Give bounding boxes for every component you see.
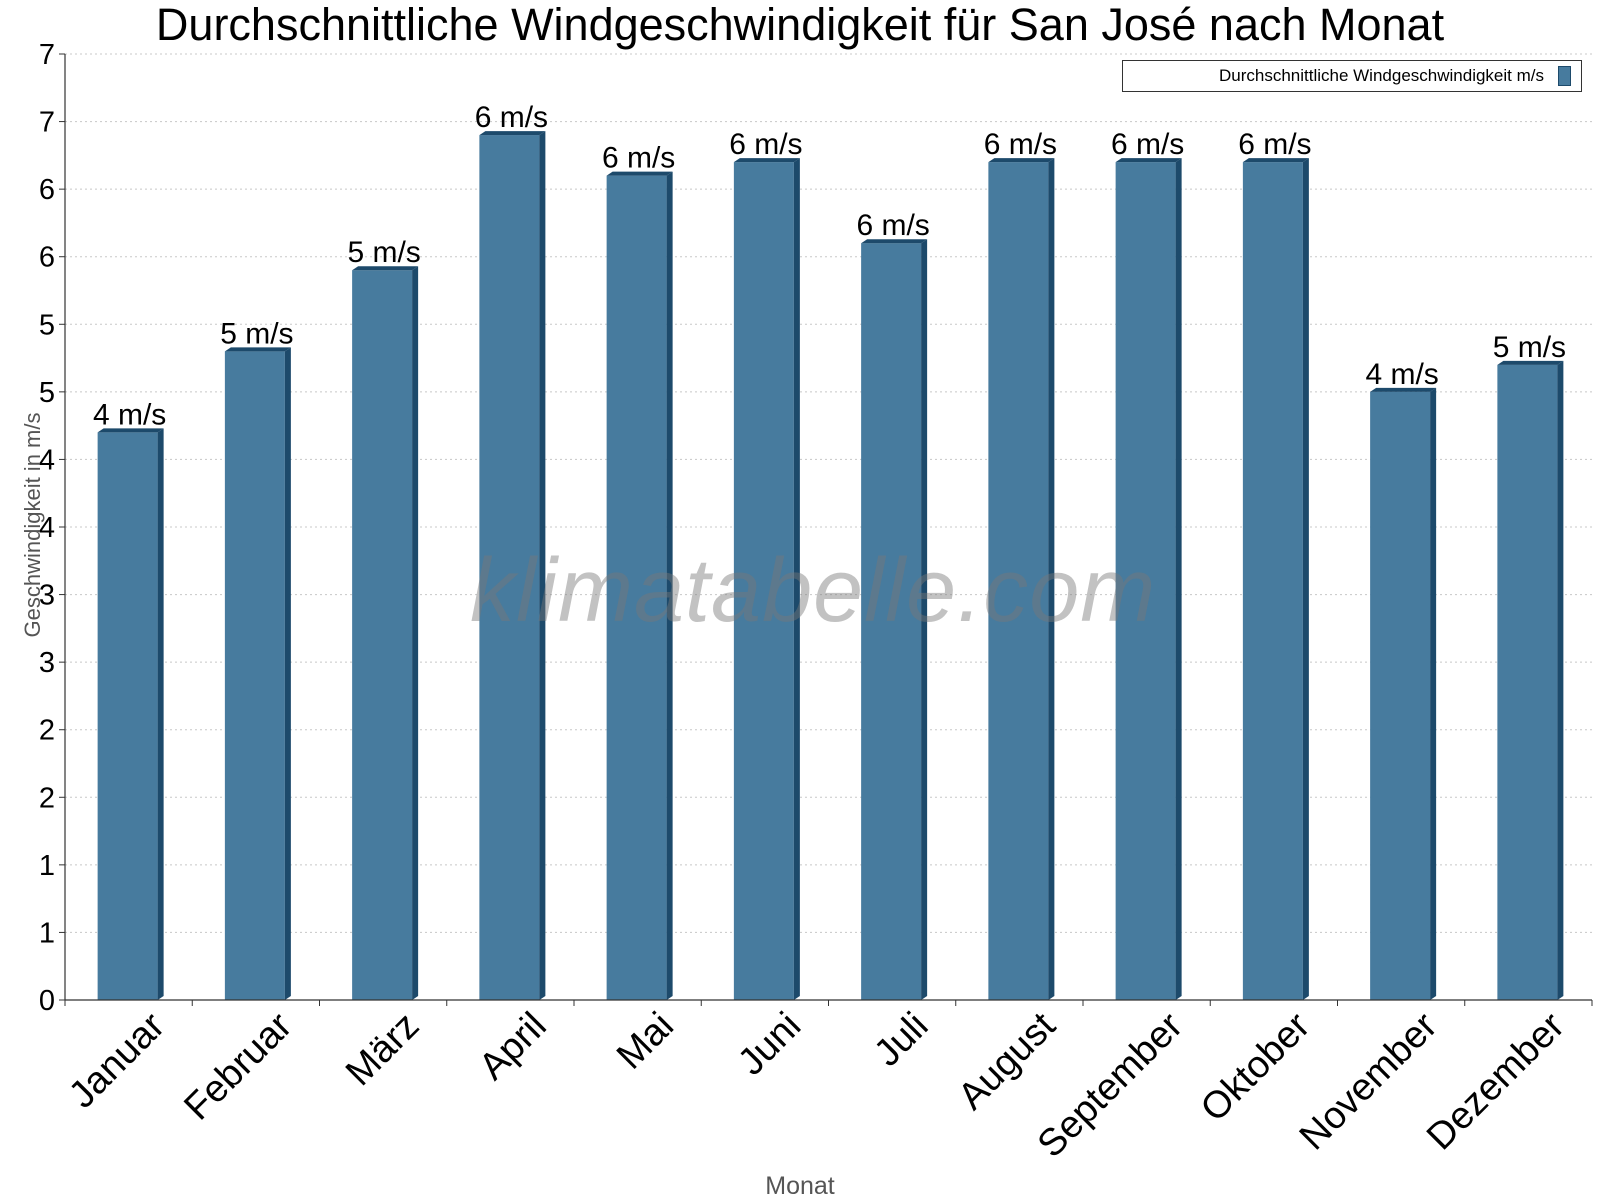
x-tick-label: Februar: [176, 1004, 300, 1128]
x-tick-label: Mai: [609, 1005, 682, 1078]
x-tick-label: Juli: [866, 1005, 936, 1075]
bar-top: [1115, 158, 1182, 163]
data-label: 4 m/s: [93, 398, 166, 431]
x-tick-label: November: [1292, 1004, 1446, 1158]
x-tick-label: Juni: [730, 1005, 809, 1084]
y-tick-label: 6: [39, 242, 55, 274]
bar-side: [284, 347, 291, 1000]
bar: [1497, 360, 1564, 1000]
bar-side: [1302, 158, 1309, 1001]
legend-swatch: [1558, 66, 1571, 86]
bar-face: [988, 162, 1049, 1001]
bar: [352, 266, 419, 1000]
data-label: 6 m/s: [602, 142, 675, 175]
bar-top: [479, 131, 546, 136]
y-tick-label: 3: [39, 580, 55, 612]
bar-top: [1497, 360, 1564, 365]
bar-face: [1497, 364, 1558, 1000]
bar-top: [733, 158, 800, 163]
x-tick-label: Oktober: [1193, 1004, 1319, 1130]
bar-face: [606, 175, 667, 1001]
y-tick-label: 4: [39, 444, 55, 476]
bar: [733, 158, 800, 1001]
bar-top: [861, 239, 928, 244]
legend-label: Durchschnittliche Windgeschwindigkeit m/…: [1218, 66, 1544, 85]
data-label: 6 m/s: [984, 128, 1057, 161]
bar: [97, 428, 164, 1000]
y-tick-label: 4: [39, 512, 55, 544]
bar: [479, 131, 546, 1001]
bar-face: [861, 243, 922, 1000]
data-label: 6 m/s: [856, 209, 929, 242]
y-tick-label: 0: [39, 985, 55, 1017]
x-tick-label: August: [950, 1004, 1064, 1118]
bar-face: [733, 162, 794, 1001]
bar-face: [1115, 162, 1176, 1001]
x-tick-label: März: [338, 1005, 427, 1094]
bar-face: [97, 432, 158, 1000]
bar: [988, 158, 1055, 1001]
legend: Durchschnittliche Windgeschwindigkeit m/…: [1122, 60, 1582, 92]
x-tick-label: Dezember: [1419, 1004, 1573, 1158]
bar: [1115, 158, 1182, 1001]
bar-side: [412, 266, 419, 1000]
data-label: 4 m/s: [1365, 358, 1438, 391]
bar: [1370, 387, 1437, 1000]
bar: [606, 171, 673, 1001]
bars: [97, 131, 1564, 1001]
data-label: 6 m/s: [475, 101, 548, 134]
data-label: 6 m/s: [1238, 128, 1311, 161]
bar-face: [479, 135, 540, 1001]
data-label: 5 m/s: [1493, 331, 1566, 364]
bar: [224, 347, 291, 1000]
y-tick-label: 3: [39, 647, 55, 679]
x-axis-label: Monat: [765, 1172, 835, 1200]
y-axis-label: Geschwindigkeit in m/s: [20, 412, 45, 638]
data-label: 6 m/s: [729, 128, 802, 161]
watermark: klimatabelle.com: [470, 541, 1157, 641]
bar-top: [1242, 158, 1309, 163]
bar-side: [793, 158, 800, 1001]
grid-lines: [65, 53, 1592, 933]
y-tick-label: 7: [39, 39, 55, 71]
y-tick-label: 1: [39, 850, 55, 882]
bar-top: [606, 171, 673, 176]
data-label: 5 m/s: [347, 236, 420, 269]
bar-side: [1557, 360, 1564, 1000]
data-label: 6 m/s: [1111, 128, 1184, 161]
bar-side: [539, 131, 546, 1001]
bar-side: [921, 239, 928, 1000]
bar-face: [224, 351, 285, 1000]
bar-side: [1048, 158, 1055, 1001]
y-tick-label: 1: [39, 917, 55, 949]
x-tick-label: Januar: [61, 1004, 173, 1116]
bar-top: [988, 158, 1055, 163]
axes: [59, 53, 1593, 1006]
y-tick-label: 6: [39, 174, 55, 206]
bar-side: [1175, 158, 1182, 1001]
chart-title: Durchschnittliche Windgeschwindigkeit fü…: [155, 0, 1445, 50]
y-tick-label: 5: [39, 309, 55, 341]
bar-face: [1370, 391, 1431, 1000]
y-tick-label: 2: [39, 782, 55, 814]
bar: [1242, 158, 1309, 1001]
bar-side: [666, 171, 673, 1001]
y-tick-label: 5: [39, 377, 55, 409]
data-labels: 4 m/s 5 m/s 5 m/s 6 m/s 6 m/s 6 m/s 6 m/s 6 m/s…: [93, 101, 1566, 431]
x-tick-label: April: [471, 1005, 554, 1088]
bar-top: [224, 347, 291, 352]
bar-face: [1242, 162, 1303, 1001]
bar: [861, 239, 928, 1000]
data-label: 5 m/s: [220, 317, 293, 350]
bar-face: [352, 270, 413, 1000]
y-tick-label: 2: [39, 715, 55, 747]
bar-side: [157, 428, 164, 1000]
bar-top: [352, 266, 419, 271]
bar-top: [97, 428, 164, 433]
bar-top: [1370, 387, 1437, 392]
y-tick-label: 7: [39, 107, 55, 139]
bar-side: [1430, 387, 1437, 1000]
